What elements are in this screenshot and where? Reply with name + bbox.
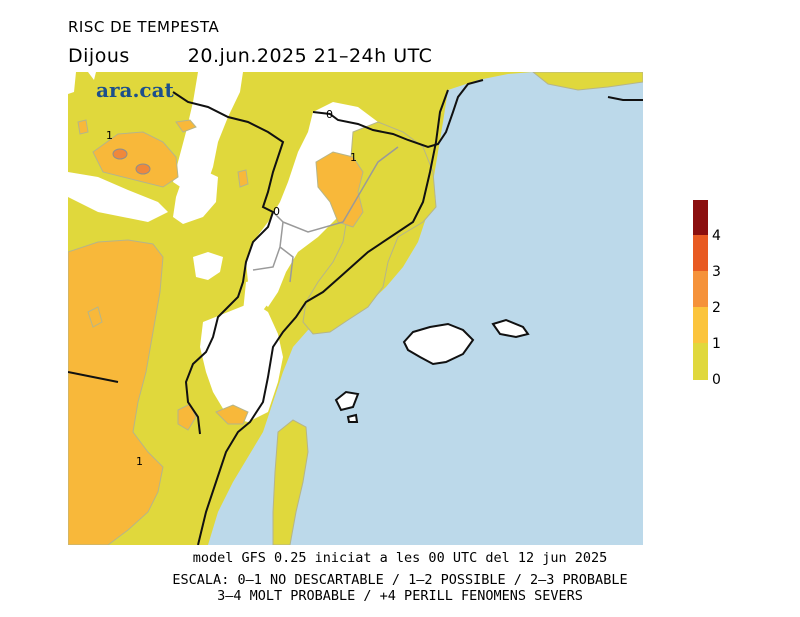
contour-label: 1 (350, 151, 357, 164)
risk-level-1-2-area (175, 119, 197, 133)
no-risk-area (173, 72, 243, 192)
risk-legend: 4 3 2 1 0 (693, 200, 753, 390)
forecast-day: Dijous (68, 45, 130, 67)
legend-tick: 1 (712, 336, 721, 352)
no-risk-area (173, 170, 218, 224)
model-info: model GFS 0.25 iniciat a les 00 UTC del … (192, 550, 608, 566)
border-line (607, 96, 643, 101)
sea-area (208, 72, 643, 545)
legend-swatch-above-4 (693, 200, 708, 235)
forecast-datetime: 20.jun.2025 21–24h UTC (187, 45, 433, 67)
risk-level-2-3-area (112, 148, 128, 160)
risk-map-canvas: 0 1 1 1 0 (68, 72, 643, 545)
risk-level-1-2-area (177, 403, 197, 431)
no-risk-area (193, 252, 223, 280)
risk-level-1-2-area (87, 306, 103, 328)
island-menorca (491, 318, 530, 339)
legend-tick: 3 (712, 264, 721, 280)
legend-swatch-3-4 (693, 235, 708, 271)
no-risk-area (243, 277, 273, 317)
risk-level-2-3-area (135, 163, 151, 175)
legend-tick: 0 (712, 372, 721, 388)
forecast-time: Dijous 20.jun.2025 21–24h UTC (68, 45, 432, 67)
risk-level-1-2-area (237, 169, 249, 188)
legend-swatch-2-3 (693, 271, 708, 307)
risk-level-0-1-area (532, 72, 643, 91)
legend-swatch-0-1 (693, 343, 708, 380)
contour-label: 1 (106, 129, 113, 142)
risk-level-1-2-area (215, 404, 249, 425)
contour-label: 0 (326, 108, 333, 121)
risk-map: 0 1 1 1 0 (68, 72, 643, 545)
no-risk-area (68, 172, 168, 222)
no-risk-area (68, 72, 76, 94)
chart-title: RISC DE TEMPESTA (68, 18, 220, 36)
scale-description: 3–4 MOLT PROBABLE / +4 PERILL FENOMENS S… (217, 588, 583, 604)
legend-tick: 4 (712, 228, 721, 244)
risk-level-1-2-area (77, 119, 89, 135)
risk-level-0-1-area (272, 419, 309, 545)
legend-swatch-1-2 (693, 307, 708, 343)
island-formentera (346, 413, 359, 423)
coastline (197, 89, 449, 545)
island-ibiza (334, 390, 360, 412)
brand-logo: ara.cat (96, 78, 174, 102)
no-risk-area (200, 302, 283, 422)
island-mallorca (402, 322, 475, 366)
admin-border (252, 146, 399, 283)
contour-label: 0 (273, 205, 280, 218)
scale-description: ESCALA: 0–1 NO DESCARTABLE / 1–2 POSSIBL… (172, 572, 628, 588)
border-line (312, 79, 484, 149)
risk-level-1-2-area (92, 131, 179, 188)
border-line (68, 371, 119, 383)
contour-label: 1 (136, 455, 143, 468)
no-risk-area (88, 72, 96, 80)
border-line (172, 91, 285, 435)
legend-tick: 2 (712, 300, 721, 316)
